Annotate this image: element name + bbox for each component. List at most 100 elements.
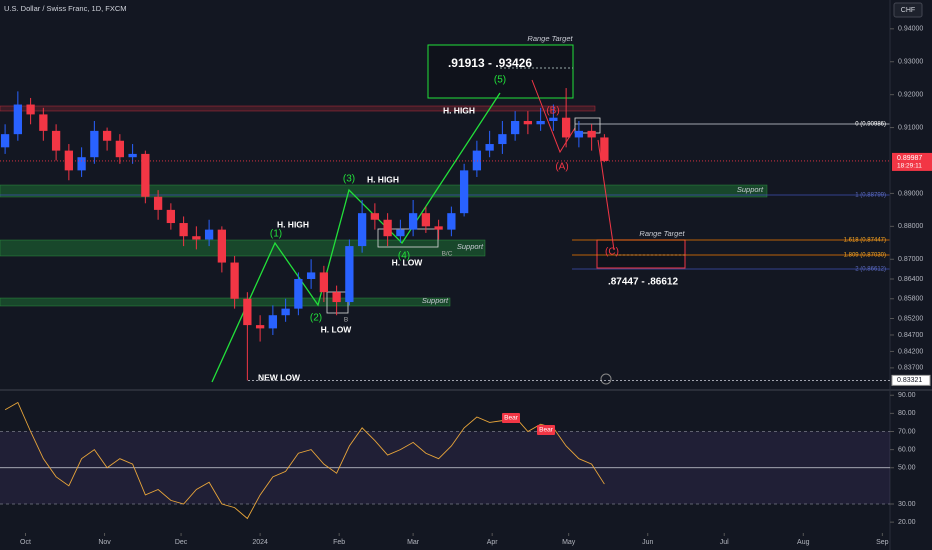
x-tick-label: May	[562, 539, 576, 546]
y-tick-label: 20.00	[898, 519, 916, 526]
candle-body	[523, 120, 533, 125]
bear-label: Bear	[539, 427, 554, 434]
candle-body	[268, 315, 278, 329]
countdown: 18:29:11	[897, 163, 922, 170]
candle-body	[26, 104, 35, 115]
y-tick-label: 0.87000	[898, 256, 923, 263]
pattern-box	[377, 228, 439, 248]
y-tick-label: 70.00	[898, 428, 916, 435]
bear-tag	[502, 413, 520, 423]
x-tick-label: Jun	[642, 539, 653, 546]
support-zone	[0, 239, 486, 257]
y-tick-label: 0.84700	[898, 332, 923, 339]
wave-label: (C)	[605, 247, 619, 258]
currency: CHF	[901, 7, 915, 14]
y-tick-label: 0.88000	[898, 223, 923, 230]
candle-body	[472, 150, 482, 171]
annotation: B/C	[442, 251, 453, 258]
candle-body	[0, 134, 10, 148]
x-tick-label: Nov	[98, 539, 111, 546]
y-tick-label: 30.00	[898, 501, 916, 508]
candle-body	[536, 120, 545, 125]
resistance-zone	[0, 105, 596, 112]
candle-body	[306, 272, 316, 280]
x-tick-label: Dec	[175, 539, 188, 546]
zone-label: Support	[737, 185, 764, 194]
box-label: Range Target	[527, 34, 573, 43]
y-tick-label: 0.91000	[898, 124, 923, 131]
candle-body	[294, 279, 303, 309]
low-tag	[891, 374, 931, 386]
y-tick-label: 0.94000	[898, 26, 923, 33]
y-tick-label: 60.00	[898, 446, 916, 453]
candle-body	[574, 130, 584, 138]
marks	[0, 88, 609, 381]
impulse-wave	[211, 92, 501, 383]
fib-label: 1.809 (0.87030)	[844, 253, 886, 259]
wave-label: (1)	[270, 229, 282, 240]
y-tick-label: 0.86400	[898, 276, 923, 283]
candle-body	[179, 223, 188, 237]
y-tick-label: 0.84200	[898, 348, 923, 355]
y-tick-label: 90.00	[898, 392, 916, 399]
candle-body	[370, 213, 380, 220]
x-tick-label: Jul	[720, 539, 729, 546]
wave-label: (2)	[310, 313, 322, 324]
candle-body	[90, 130, 99, 158]
y-tick-label: 0.89000	[898, 190, 923, 197]
candle-body	[230, 262, 239, 299]
candle-body	[153, 196, 163, 210]
candle-body	[166, 209, 176, 224]
candle-body	[128, 153, 137, 158]
candle-body	[332, 292, 341, 303]
zone-label: Support	[422, 296, 449, 305]
wave-label: (B)	[546, 106, 559, 117]
candle-body	[39, 114, 48, 131]
candle-body	[281, 308, 290, 316]
candle-body	[396, 229, 405, 237]
x-tick-label: Aug	[797, 539, 810, 546]
y-tick-label: 50.00	[898, 465, 916, 472]
bear-tag	[537, 425, 555, 435]
candle-body	[77, 157, 86, 171]
fib-label: 1.618 (0.87447)	[844, 238, 886, 244]
candle-body	[255, 325, 265, 329]
range-label: .87447 - .86612	[608, 277, 678, 288]
candle-body	[217, 229, 227, 263]
candle-body	[13, 104, 22, 135]
candle-body	[345, 246, 354, 303]
fib-label: 2 (0.86612)	[855, 267, 886, 273]
y-tick-label: 0.85200	[898, 315, 923, 322]
wave-label: (4)	[398, 251, 410, 262]
candle-body	[459, 170, 469, 214]
event-icon[interactable]	[600, 373, 612, 385]
annotation: H. LOW	[392, 257, 424, 267]
candle-body	[421, 213, 431, 227]
low-label: 0.83321	[897, 377, 922, 384]
candle-body	[408, 213, 418, 230]
candle-body	[192, 236, 201, 240]
bear-label: Bear	[504, 415, 519, 422]
annotation: H. HIGH	[367, 174, 399, 184]
target-box	[427, 44, 574, 99]
last-price-label: 0.89987	[897, 155, 922, 162]
candle-body	[383, 219, 392, 237]
candle-body	[561, 117, 571, 138]
candle-body	[498, 134, 507, 145]
y-tick-label: 80.00	[898, 410, 916, 417]
wave-label: (3)	[343, 174, 355, 185]
annotation: NEW LOW	[258, 372, 301, 382]
candle-body	[587, 130, 596, 138]
x-tick-label: Sep	[876, 539, 889, 546]
wave-label: (5)	[494, 75, 506, 86]
y-tick-label: 0.92000	[898, 91, 923, 98]
y-tick-label: 0.93000	[898, 59, 923, 66]
currency-button[interactable]	[893, 2, 923, 18]
candle-body	[357, 213, 367, 247]
y-tick-label: 0.85800	[898, 296, 923, 303]
annotation: H. HIGH	[443, 105, 475, 115]
wave-label: (A)	[555, 162, 568, 173]
fib-label: 1 (0.88799)	[855, 193, 886, 199]
candle-body	[141, 153, 150, 197]
